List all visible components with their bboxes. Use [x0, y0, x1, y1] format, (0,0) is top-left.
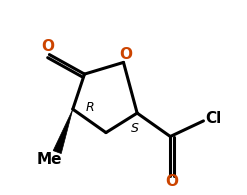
- Text: R: R: [86, 101, 95, 114]
- Polygon shape: [53, 109, 73, 154]
- Text: S: S: [131, 122, 139, 135]
- Text: O: O: [119, 47, 132, 62]
- Text: Me: Me: [37, 152, 62, 167]
- Text: Cl: Cl: [205, 112, 221, 126]
- Text: O: O: [166, 174, 179, 189]
- Text: O: O: [41, 39, 54, 54]
